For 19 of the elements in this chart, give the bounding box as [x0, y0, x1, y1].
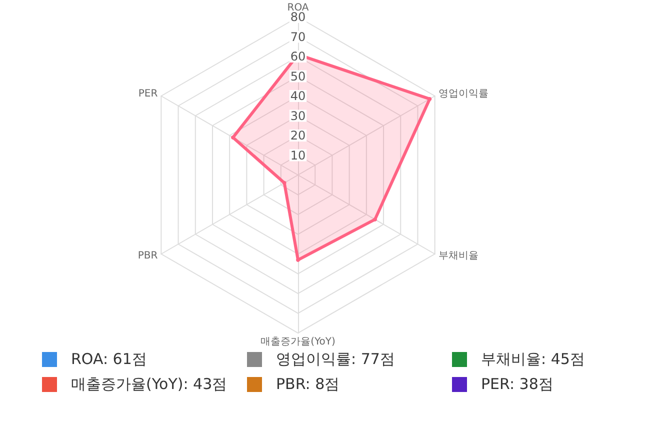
text: 부채비율: 45점 [481, 350, 585, 368]
y-tick-label: 50 [290, 69, 306, 84]
spoke-label: 영업이익률 [438, 88, 488, 100]
y-tick-label: 40 [290, 89, 306, 103]
spoke-label: 매출증가율(YoY) [260, 336, 336, 348]
y-tick-label: 70 [290, 30, 306, 44]
spoke-label: PBR [138, 250, 158, 262]
text: PER: 38점 [481, 375, 554, 393]
y-tick-label: 30 [290, 108, 306, 123]
text: 영업이익률: 77점 [276, 350, 395, 368]
y-tick-label: 20 [290, 128, 306, 142]
y-tick-label: 80 [290, 10, 306, 24]
text: PBR: 8점 [276, 375, 340, 393]
y-tick-label: 60 [290, 50, 306, 64]
text: 매출증가율(YoY): 43점 [71, 375, 228, 393]
spoke-label: 부채비율 [438, 250, 478, 262]
text: ROA: 61점 [71, 350, 147, 368]
y-tick-label: 10 [290, 148, 306, 162]
spoke-label: PER [138, 88, 158, 100]
